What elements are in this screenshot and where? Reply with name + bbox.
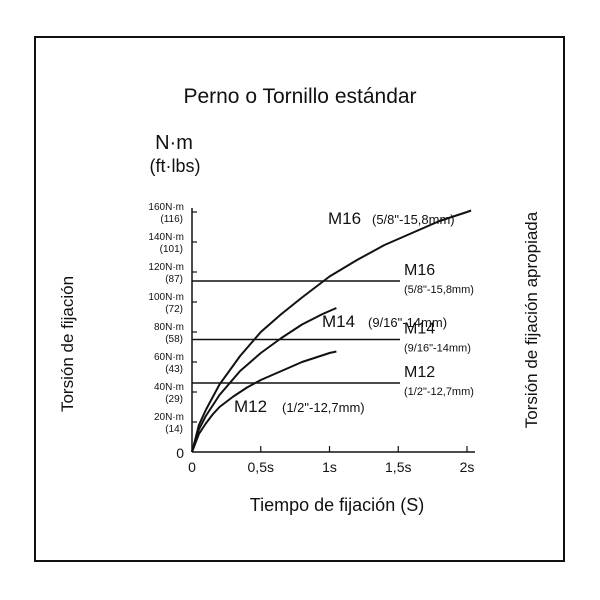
series-label-name: M16: [328, 209, 361, 228]
reference-lines: M16(5/8"-15,8mm)M14(9/16"-14mm)M12(1/2"-…: [192, 262, 474, 398]
reference-line-spec: (9/16"-14mm): [404, 343, 471, 355]
series-line-m16: [191, 209, 472, 453]
unit-label: N·m: [155, 132, 193, 154]
y-tick-alt-label: (43): [165, 364, 183, 375]
y-tick-label: 60N·m: [154, 352, 184, 363]
y-tick-label: 160N·m: [148, 202, 184, 213]
chart-frame: [34, 36, 565, 562]
y-tick-alt-label: (29): [165, 394, 183, 405]
x-ticks: 0 0,5s 1s 1,5s 2s: [188, 446, 474, 475]
chart-title: Perno o Tornillo estándar: [183, 85, 416, 108]
y-tick-label: 140N·m: [148, 232, 184, 243]
y-tick-alt-label: (87): [165, 274, 183, 285]
y-tick-label: 80N·m: [154, 322, 184, 333]
y-tick-label: 0: [176, 445, 184, 461]
y-ticks: 0 20N·m(14) 40N·m(29) 60N·m(43) 80N·m(58) 100…: [148, 202, 197, 461]
y-tick-alt-label: (101): [160, 244, 183, 255]
y-tick-alt-label: (116): [160, 214, 183, 225]
reference-line-name: M14: [404, 321, 435, 338]
series-label-spec: (1/2"-12,7mm): [282, 400, 365, 415]
x-axis-label: Tiempo de fijación (S): [250, 495, 424, 515]
x-tick-label: 0,5s: [248, 459, 274, 475]
y-tick-label: 20N·m: [154, 412, 184, 423]
y-tick-label: 100N·m: [148, 292, 184, 303]
series-label-name: M12: [234, 397, 267, 416]
reference-line-name: M16: [404, 262, 435, 279]
series-label-spec: (9/16"-14mm): [368, 315, 447, 330]
series-label-name: M14: [322, 312, 355, 331]
x-tick-label: 2s: [460, 459, 475, 475]
reference-line-spec: (5/8"-15,8mm): [404, 284, 474, 296]
series-label-spec: (5/8"-15,8mm): [372, 212, 455, 227]
reference-line-spec: (1/2"-12,7mm): [404, 386, 474, 398]
series-line-m14: [191, 307, 337, 453]
x-tick-label: 0: [188, 459, 196, 475]
y-tick-alt-label: (72): [165, 304, 183, 315]
series-lines: M16 (5/8"-15,8mm)M14 (9/16"-14mm)M12 (1/2"-…: [191, 209, 472, 453]
y-tick-label: 120N·m: [148, 262, 184, 273]
x-tick-label: 1s: [322, 459, 337, 475]
y-tick-alt-label: (14): [165, 424, 183, 435]
unit-label-alt: (ft·lbs): [150, 156, 201, 176]
y-tick-label: 40N·m: [154, 382, 184, 393]
reference-line-name: M12: [404, 364, 435, 381]
y-tick-alt-label: (58): [165, 334, 183, 345]
series-line-m12: [191, 350, 337, 453]
y-axis-label: Torsión de fijación: [58, 276, 77, 412]
x-tick-label: 1,5s: [385, 459, 411, 475]
y-axis-label-right: Torsión de fijación apropiada: [522, 211, 541, 428]
